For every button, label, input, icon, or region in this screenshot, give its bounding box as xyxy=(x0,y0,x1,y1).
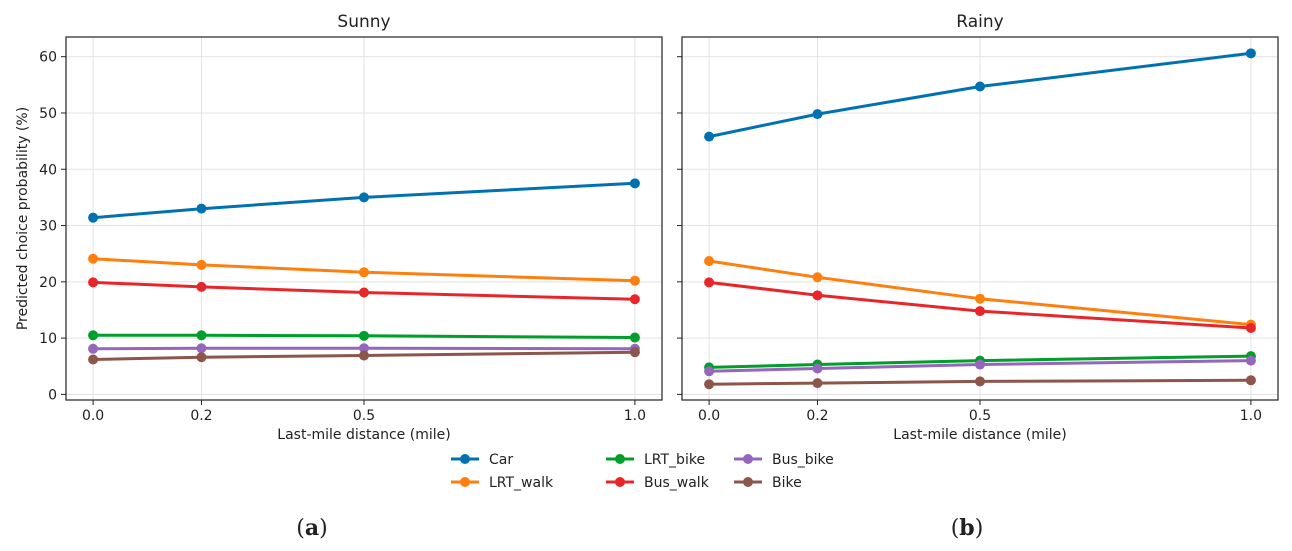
data-point-lrt-walk xyxy=(812,272,823,283)
data-point-bus-bike xyxy=(196,343,207,354)
data-point-bike xyxy=(196,352,207,363)
panel-title: Sunny xyxy=(337,12,390,32)
legend-item-car: Car xyxy=(451,452,513,468)
data-point-lrt-bike xyxy=(629,332,640,343)
x-tick-label: 0.0 xyxy=(82,408,104,424)
data-point-lrt-walk xyxy=(88,253,99,264)
data-point-bike xyxy=(629,347,640,358)
x-tick-label: 1.0 xyxy=(1240,408,1262,424)
series-line-lrt-walk xyxy=(708,259,1252,327)
data-point-lrt-bike xyxy=(88,330,99,341)
legend-marker-bike xyxy=(743,477,753,487)
y-tick-label: 50 xyxy=(39,106,57,122)
series-line-bus-walk xyxy=(93,280,635,301)
series-line-lrt-bike xyxy=(709,354,1251,369)
data-point-lrt-walk xyxy=(629,275,640,286)
legend: Car LRT_walk LRT_bike Bus_walk Bus_bike Bike xyxy=(451,452,834,491)
data-point-bus-walk xyxy=(196,281,207,292)
y-tick-label: 40 xyxy=(39,162,57,178)
data-point-car xyxy=(629,178,640,189)
data-point-bus-walk xyxy=(975,306,985,317)
x-tick-label: 0.0 xyxy=(698,408,720,424)
series-line-lrt-walk xyxy=(93,257,635,283)
data-point-bus-walk xyxy=(704,277,715,288)
data-point-lrt-bike xyxy=(196,330,207,341)
y-axis-label: Predicted choice probability (%) xyxy=(15,107,31,330)
x-tick-label: 0.2 xyxy=(190,408,212,424)
data-point-bike xyxy=(1245,375,1256,386)
series-line-car xyxy=(708,51,1252,139)
legend-marker-bus-walk xyxy=(615,477,625,487)
x-tick-label: 0.2 xyxy=(806,408,828,424)
y-tick-label: 0 xyxy=(48,387,57,403)
x-tick-label: 0.5 xyxy=(969,408,991,424)
y-tick-label: 20 xyxy=(39,275,57,291)
series-line-bus-bike xyxy=(93,346,635,351)
legend-item-bus-walk: Bus_walk xyxy=(606,475,710,491)
data-point-car xyxy=(196,203,207,214)
panel-title: Rainy xyxy=(956,12,1003,32)
legend-marker-lrt-walk xyxy=(460,477,470,487)
x-tick-label: 0.5 xyxy=(353,408,375,424)
panel-rainy: 0.0 0.2 0.5 1.0 Rainy Last-mile distance (mil… xyxy=(677,12,1279,443)
data-point-car xyxy=(359,192,369,203)
data-point-bus-walk xyxy=(88,277,99,288)
legend-marker-lrt-bike xyxy=(615,454,625,464)
legend-item-bus-bike: Bus_bike xyxy=(734,452,834,468)
data-point-car xyxy=(975,81,985,92)
data-point-car xyxy=(88,212,99,223)
x-tick-label: 1.0 xyxy=(624,408,646,424)
data-point-bike xyxy=(359,350,369,361)
legend-marker-car xyxy=(460,454,470,464)
data-point-lrt-walk xyxy=(975,293,985,304)
data-point-bus-walk xyxy=(629,294,640,305)
panel-sunny: 0 10 20 30 40 50 60 0.0 0.2 0.5 1.0 Sunny Last-mile … xyxy=(15,12,663,443)
data-point-bike xyxy=(704,379,715,390)
series-line-bike xyxy=(709,378,1251,386)
y-tick-label: 10 xyxy=(39,331,57,347)
y-tick-label: 60 xyxy=(39,50,57,66)
legend-item-lrt-bike: LRT_bike xyxy=(606,452,705,468)
legend-label-lrt-bike: LRT_bike xyxy=(644,452,705,468)
data-point-bus-walk xyxy=(1245,322,1256,333)
legend-label-car: Car xyxy=(489,452,513,468)
data-point-bus-bike xyxy=(975,359,985,370)
data-point-bike xyxy=(88,354,99,365)
data-point-car xyxy=(704,131,715,142)
data-point-bus-bike xyxy=(812,363,823,374)
data-point-bus-bike xyxy=(704,366,715,377)
y-tick-label: 30 xyxy=(39,219,57,235)
legend-label-lrt-walk: LRT_walk xyxy=(489,475,554,491)
data-point-bus-walk xyxy=(812,290,823,301)
series-line-bike xyxy=(93,350,635,361)
legend-label-bike: Bike xyxy=(772,475,802,491)
series-line-bus-walk xyxy=(708,280,1251,330)
caption-b: (b) xyxy=(951,515,984,541)
data-point-car xyxy=(1245,48,1256,59)
legend-label-bus-walk: Bus_walk xyxy=(644,475,710,491)
data-point-car xyxy=(812,109,823,120)
caption-a: (a) xyxy=(296,515,327,541)
data-point-bus-bike xyxy=(359,343,369,354)
legend-item-bike: Bike xyxy=(734,475,802,491)
data-point-lrt-walk xyxy=(196,259,207,270)
series-line-lrt-bike xyxy=(93,333,635,339)
data-point-bus-bike xyxy=(1245,355,1256,366)
data-point-bus-walk xyxy=(359,287,369,298)
data-point-lrt-walk xyxy=(704,255,715,266)
legend-item-lrt-walk: LRT_walk xyxy=(451,475,554,491)
data-point-lrt-walk xyxy=(359,267,369,278)
data-point-bike xyxy=(812,378,823,389)
data-point-bus-bike xyxy=(88,343,99,354)
legend-label-bus-bike: Bus_bike xyxy=(772,452,834,468)
data-point-bike xyxy=(975,376,985,387)
data-point-lrt-bike xyxy=(359,330,369,341)
series-line-car xyxy=(92,181,635,220)
legend-marker-bus-bike xyxy=(743,454,753,464)
x-axis-label: Last-mile distance (mile) xyxy=(893,427,1066,443)
x-axis-label: Last-mile distance (mile) xyxy=(277,427,450,443)
series-line-bus-bike xyxy=(709,359,1251,373)
